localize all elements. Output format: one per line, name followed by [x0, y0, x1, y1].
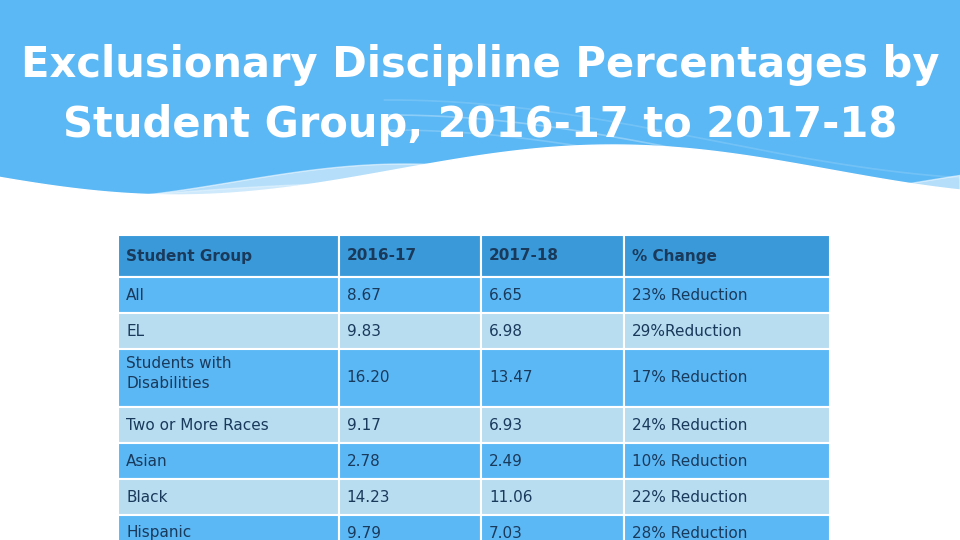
Text: 22% Reduction: 22% Reduction: [632, 489, 747, 504]
Text: EL: EL: [126, 323, 144, 339]
Bar: [481, 443, 624, 479]
Text: Hispanic: Hispanic: [126, 525, 191, 540]
Bar: [481, 313, 624, 349]
Text: 24% Reduction: 24% Reduction: [632, 417, 747, 433]
Bar: [118, 407, 339, 443]
Text: Student Group, 2016-17 to 2017-18: Student Group, 2016-17 to 2017-18: [62, 104, 898, 146]
Bar: [624, 277, 830, 313]
Text: % Change: % Change: [632, 248, 716, 264]
Bar: [624, 443, 830, 479]
Text: 9.17: 9.17: [347, 417, 380, 433]
Bar: [339, 479, 481, 515]
Bar: [339, 235, 481, 277]
Bar: [481, 277, 624, 313]
Text: 17% Reduction: 17% Reduction: [632, 370, 747, 386]
Text: Two or More Races: Two or More Races: [126, 417, 269, 433]
Text: 9.79: 9.79: [347, 525, 381, 540]
Text: 2.78: 2.78: [347, 454, 380, 469]
Text: 6.65: 6.65: [489, 287, 523, 302]
Bar: [118, 515, 339, 540]
Bar: [339, 277, 481, 313]
Bar: [481, 515, 624, 540]
Bar: [624, 479, 830, 515]
Text: 9.83: 9.83: [347, 323, 381, 339]
Text: 2017-18: 2017-18: [489, 248, 559, 264]
Bar: [481, 235, 624, 277]
Text: 13.47: 13.47: [489, 370, 533, 386]
Text: 10% Reduction: 10% Reduction: [632, 454, 747, 469]
Bar: [118, 479, 339, 515]
Bar: [339, 313, 481, 349]
Text: 7.03: 7.03: [489, 525, 523, 540]
Bar: [118, 277, 339, 313]
Text: 28% Reduction: 28% Reduction: [632, 525, 747, 540]
Bar: [624, 349, 830, 407]
Text: 8.67: 8.67: [347, 287, 380, 302]
Text: 6.93: 6.93: [489, 417, 523, 433]
Bar: [481, 479, 624, 515]
Bar: [118, 349, 339, 407]
Bar: [118, 235, 339, 277]
Text: 23% Reduction: 23% Reduction: [632, 287, 747, 302]
Bar: [624, 235, 830, 277]
Text: Exclusionary Discipline Percentages by: Exclusionary Discipline Percentages by: [21, 44, 939, 86]
Text: 29%Reduction: 29%Reduction: [632, 323, 742, 339]
Bar: [624, 407, 830, 443]
Bar: [481, 407, 624, 443]
Bar: [339, 407, 481, 443]
Text: 16.20: 16.20: [347, 370, 390, 386]
Text: 2016-17: 2016-17: [347, 248, 417, 264]
Bar: [118, 443, 339, 479]
Text: Asian: Asian: [126, 454, 168, 469]
Text: Black: Black: [126, 489, 167, 504]
Text: Student Group: Student Group: [126, 248, 252, 264]
Bar: [624, 515, 830, 540]
Bar: [339, 443, 481, 479]
Text: 2.49: 2.49: [489, 454, 523, 469]
Bar: [339, 349, 481, 407]
Text: All: All: [126, 287, 145, 302]
Bar: [0, 200, 960, 540]
Bar: [339, 515, 481, 540]
Bar: [118, 313, 339, 349]
Text: 11.06: 11.06: [489, 489, 533, 504]
Text: Students with: Students with: [126, 355, 231, 370]
Bar: [481, 349, 624, 407]
Text: 6.98: 6.98: [489, 323, 523, 339]
Text: 14.23: 14.23: [347, 489, 390, 504]
Bar: [624, 313, 830, 349]
Text: Disabilities: Disabilities: [126, 375, 209, 390]
